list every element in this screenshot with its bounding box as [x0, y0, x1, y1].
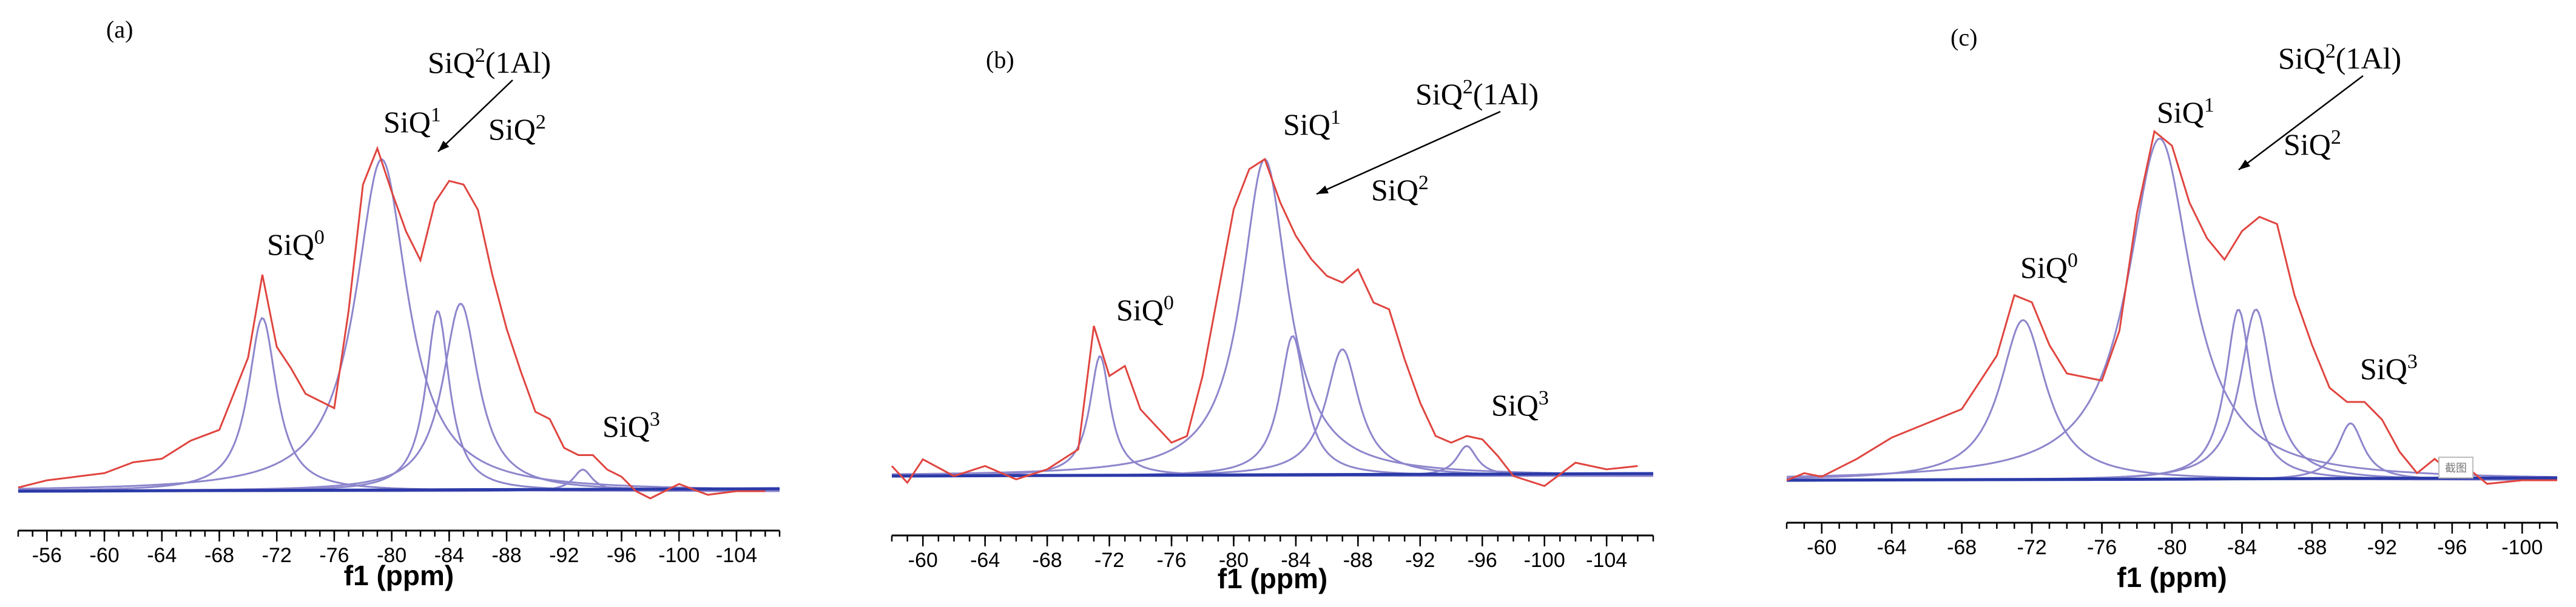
tick-label: -72 [1094, 549, 1124, 572]
fit-peak-0 [1787, 319, 2557, 481]
tick-label: -100 [2501, 536, 2543, 559]
peak-label: SiQ0 [1116, 292, 1174, 327]
tick-label: -60 [908, 549, 938, 572]
peak-label: SiQ1 [2157, 94, 2214, 129]
tick-label: -92 [2367, 536, 2397, 559]
panel-label: (b) [986, 46, 1014, 73]
peak-label: SiQ3 [602, 408, 660, 443]
fit-peak-1 [1786, 138, 2558, 478]
fit-peak-3 [892, 348, 1653, 477]
tick-label: -100 [658, 544, 700, 567]
tick-label: -68 [204, 544, 234, 567]
baseline [1786, 476, 2558, 482]
panel-label: (c) [1951, 24, 1977, 51]
fit-peak-0 [892, 355, 1653, 477]
tick-label: -92 [549, 544, 579, 567]
fit-peak-2 [18, 310, 780, 492]
annotation-arrow [437, 79, 513, 152]
screenshot-stamp: 截图 [2438, 457, 2473, 478]
arrow-head [1317, 186, 1329, 194]
panel-a: (a) -56 -60 -64 -68 -72 -76 -80 -84 -88 -92 -96 -100… [17, 16, 781, 591]
tick-label: -60 [1807, 536, 1836, 559]
baseline [891, 472, 1654, 478]
experimental-spectrum [891, 158, 1638, 488]
peak-label: SiQ1 [1283, 106, 1341, 141]
tick-label: -64 [147, 544, 177, 567]
fit-peak-0 [18, 317, 780, 492]
x-axis-title: f1 (ppm) [344, 560, 454, 591]
tick-label: -88 [1343, 549, 1373, 572]
arrow-head [2239, 159, 2251, 170]
tick-label: -68 [1947, 536, 1977, 559]
tick-label: -104 [1586, 549, 1627, 572]
peak-label: SiQ3 [2360, 350, 2418, 386]
tick-label: -68 [1033, 549, 1062, 572]
stamp-text: 截图 [2445, 462, 2467, 475]
x-axis-title: f1 (ppm) [1218, 563, 1327, 594]
x-axis-title: f1 (ppm) [2117, 562, 2227, 593]
tick-label: -76 [2087, 536, 2117, 559]
tick-label: -100 [1524, 549, 1565, 572]
experimental-spectrum [1786, 129, 2557, 485]
tick-label: -80 [1219, 549, 1249, 572]
experimental-spectrum [18, 146, 766, 500]
fit-peak-2 [1787, 309, 2557, 481]
tick-label: -72 [262, 544, 292, 567]
peak-label: SiQ2(1Al) [428, 44, 551, 79]
panel-b: (b) -60 -64 -68 -72 -76 -80 -84 -88 -92 -96 -100 -10… [891, 46, 1654, 594]
peak-label: SiQ2(1Al) [1415, 76, 1539, 111]
tick-label: -96 [607, 544, 636, 567]
panel-c: (c) -60 -64 -68 -72 -76 -80 -84 -88 -92 -96 -100 f1 … [1785, 24, 2558, 593]
arrow-head [438, 141, 450, 152]
tick-label: -60 [90, 544, 120, 567]
tick-label: -64 [970, 549, 1000, 572]
peak-label: SiQ1 [383, 104, 441, 139]
panel-label: (a) [106, 16, 133, 43]
tick-label: -84 [2227, 536, 2257, 559]
tick-label: -84 [1281, 549, 1310, 572]
tick-label: -56 [32, 544, 62, 567]
tick-label: -96 [2437, 536, 2467, 559]
peak-label: SiQ2 [488, 111, 546, 146]
peak-label: SiQ2 [2284, 126, 2341, 161]
tick-label: -72 [2017, 536, 2047, 559]
tick-label: -88 [2297, 536, 2327, 559]
tick-label: -96 [1468, 549, 1497, 572]
tick-label: -76 [1156, 549, 1186, 572]
annotation-arrow [2238, 75, 2364, 170]
tick-label: -84 [434, 544, 464, 567]
tick-label: -76 [319, 544, 349, 567]
peak-label: SiQ3 [1491, 387, 1549, 422]
baseline [18, 487, 780, 493]
annotation-arrow [1316, 110, 1501, 195]
tick-label: -88 [492, 544, 522, 567]
tick-label: -92 [1405, 549, 1435, 572]
tick-label: -104 [716, 544, 757, 567]
fit-peak-1 [18, 158, 780, 491]
peak-label: SiQ0 [267, 226, 325, 261]
tick-label: -80 [377, 544, 406, 567]
tick-label: -80 [2157, 536, 2187, 559]
peak-label: SiQ0 [2020, 249, 2078, 284]
tick-label: -64 [1877, 536, 1907, 559]
fit-peak-3 [1787, 308, 2558, 481]
peak-label: SiQ2(1Al) [2278, 40, 2401, 75]
fit-peak-1 [891, 158, 1653, 475]
peak-label: SiQ2 [1371, 172, 1429, 207]
